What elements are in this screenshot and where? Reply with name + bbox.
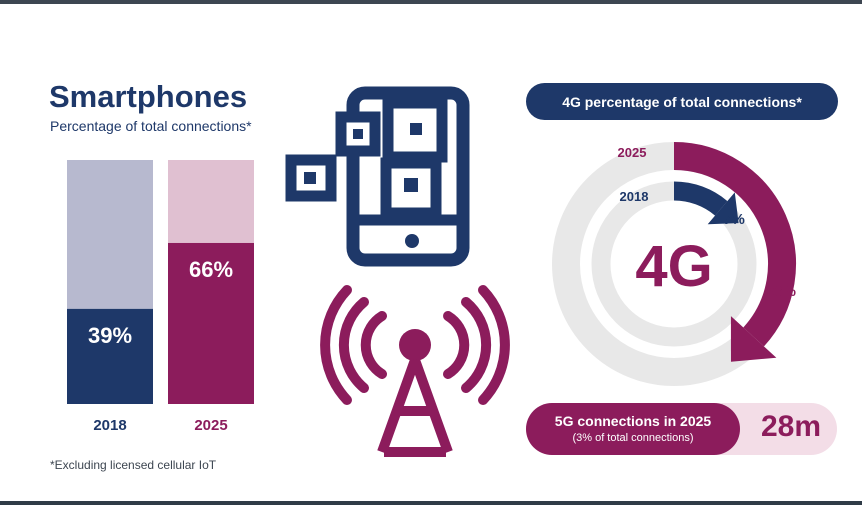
top-border — [0, 0, 862, 4]
bar-remainder-2025 — [168, 160, 254, 243]
ring-value-label-2025: 23% — [766, 283, 796, 300]
chart-subtitle: Percentage of total connections* — [50, 118, 252, 134]
5g-label: 5G connections in 2025 — [554, 413, 712, 429]
bar-value-label-2018: 39% — [88, 323, 132, 348]
5g-sublabel: (3% of total connections) — [572, 432, 694, 444]
footnote: *Excluding licensed cellular IoT — [50, 458, 217, 472]
5g-stat-banner: 5G connections in 2025 (3% of total conn… — [526, 403, 837, 455]
smartphone-icon — [285, 86, 470, 267]
5g-value: 28m — [760, 410, 822, 443]
ring-arc-2025 — [673, 142, 796, 347]
ring-arrow-2018 — [707, 192, 739, 225]
bottom-border — [0, 501, 862, 505]
ring-series-label-2018: 2018 — [620, 189, 649, 204]
bar-remainder-2018 — [67, 160, 153, 309]
chart-title: Smartphones — [49, 79, 248, 114]
bar-2018 — [67, 308, 153, 404]
ring-arc-2018 — [673, 181, 728, 216]
cell-tower-icon — [320, 285, 510, 457]
bar-category-label-2018: 2018 — [93, 417, 126, 434]
ring-arrow-2025 — [730, 316, 777, 362]
bar-2025 — [168, 242, 254, 404]
ring-series-label-2025: 2025 — [618, 145, 647, 160]
4g-chart-title: 4G percentage of total connections* — [526, 83, 838, 120]
ring-center-label: 4G — [635, 234, 712, 299]
bar-category-label-2025: 2025 — [194, 417, 227, 434]
5g-label-pill: 5G connections in 2025 (3% of total conn… — [526, 403, 740, 455]
ring-value-label-2018: 7% — [723, 211, 745, 228]
bar-value-label-2025: 66% — [189, 257, 233, 282]
